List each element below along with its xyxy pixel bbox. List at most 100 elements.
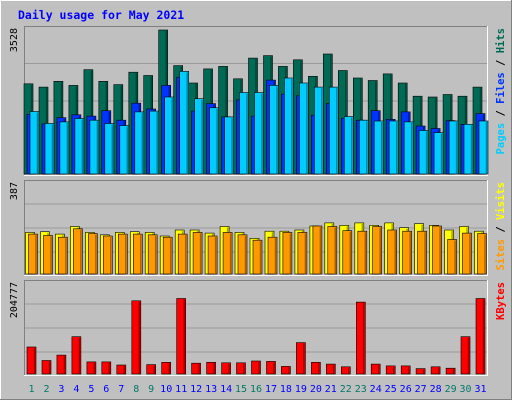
bar-kbytes-day-5 [86, 361, 97, 375]
bar-sites-day-31 [477, 233, 487, 275]
bar-pages-day-23 [358, 119, 369, 175]
bar-kbytes-day-7 [116, 364, 127, 375]
bar-kbytes-day-23 [355, 301, 366, 375]
legend-visits-sites: Sites / Visits [495, 182, 507, 271]
legend-hits-files-pages: Pages / Files / Hits [495, 28, 507, 154]
bar-pages-day-9 [149, 110, 159, 175]
bar-pages-day-20 [314, 86, 324, 175]
bar-pages-day-25 [388, 120, 399, 175]
bar-sites-day-26 [402, 230, 413, 275]
bar-kbytes-day-26 [400, 365, 411, 375]
bar-kbytes-day-14 [221, 362, 231, 375]
x-tick-label-day-29: 29 [445, 384, 457, 395]
bar-pages-day-8 [134, 111, 145, 175]
bar-sites-day-3 [58, 236, 68, 275]
bar-sites-day-2 [43, 235, 53, 275]
bar-sites-day-29 [447, 239, 457, 275]
bar-kbytes-day-1 [26, 346, 37, 375]
legend-part-kbytes: KBytes [495, 282, 507, 320]
bar-kbytes-day-11 [176, 298, 186, 375]
panel-visits-sites: 387 [9, 180, 488, 276]
bar-pages-day-10 [164, 96, 174, 175]
bar-sites-day-27 [417, 230, 427, 275]
legend-part-pages: Pages [495, 123, 507, 155]
bar-pages-day-13 [209, 107, 219, 175]
legend-part-sites: Sites [495, 239, 507, 271]
bar-kbytes-day-17 [266, 361, 276, 375]
bar-sites-day-16 [252, 239, 263, 275]
x-tick-label-day-24: 24 [370, 384, 382, 395]
x-tick-label-day-11: 11 [175, 384, 187, 395]
bar-sites-day-4 [73, 228, 83, 275]
x-tick-label-day-3: 3 [58, 384, 64, 395]
bar-pages-day-12 [194, 98, 204, 175]
legend-part-/: / [495, 53, 507, 72]
x-tick-label-day-19: 19 [295, 384, 307, 395]
x-tick-label-day-30: 30 [459, 384, 471, 395]
bar-sites-day-24 [372, 226, 383, 275]
bar-pages-day-28 [433, 132, 444, 175]
x-tick-label-day-15: 15 [235, 384, 247, 395]
series-kbytes [26, 298, 486, 375]
x-tick-label-day-9: 9 [148, 384, 154, 395]
bar-kbytes-day-25 [385, 365, 396, 375]
bar-pages-day-31 [478, 120, 489, 175]
chart-title: Daily usage for May 2021 [18, 8, 184, 22]
x-tick-label-day-21: 21 [325, 384, 337, 395]
bar-sites-day-1 [28, 233, 38, 275]
bar-pages-day-3 [59, 121, 70, 175]
bar-pages-day-16 [254, 92, 264, 175]
bar-sites-day-21 [327, 226, 338, 275]
bar-kbytes-day-28 [430, 366, 441, 375]
legend-part-files: Files [495, 72, 507, 104]
x-tick-label-day-6: 6 [103, 384, 109, 395]
bar-sites-day-11 [177, 233, 188, 275]
bar-pages-day-19 [299, 82, 309, 175]
x-tick-label-day-10: 10 [160, 384, 172, 395]
bar-kbytes-day-27 [415, 368, 426, 375]
bar-kbytes-day-19 [296, 342, 306, 375]
bar-pages-day-21 [328, 86, 339, 175]
bar-sites-day-15 [237, 234, 248, 275]
bar-pages-day-27 [418, 130, 429, 175]
bar-pages-day-15 [239, 92, 249, 175]
bar-pages-day-7 [119, 125, 130, 175]
bar-sites-day-9 [147, 234, 158, 275]
bar-kbytes-day-31 [475, 298, 486, 375]
bar-sites-day-20 [312, 225, 323, 275]
bar-pages-day-22 [343, 116, 354, 175]
bar-sites-day-25 [387, 229, 398, 275]
bar-sites-day-10 [162, 236, 173, 275]
legend-part-hits: Hits [495, 28, 507, 53]
bar-kbytes-day-3 [56, 354, 67, 375]
bar-sites-day-5 [88, 233, 98, 275]
x-tick-label-day-14: 14 [220, 384, 232, 395]
series-pages [29, 71, 489, 175]
bar-sites-day-22 [342, 230, 353, 275]
bar-pages-day-18 [284, 77, 294, 175]
bar-kbytes-day-8 [131, 300, 142, 375]
bar-pages-day-5 [89, 119, 100, 175]
bar-kbytes-day-2 [41, 360, 52, 375]
bar-sites-day-23 [357, 230, 368, 275]
y-max-label: 204777 [9, 282, 20, 318]
legend-part-/: / [495, 104, 507, 123]
x-tick-label-day-26: 26 [400, 384, 412, 395]
panel-hits-files-pages: 3528 [9, 26, 489, 176]
panel-kbytes: 204777 [9, 280, 488, 376]
x-tick-label-day-4: 4 [73, 384, 79, 395]
bar-pages-day-6 [104, 123, 115, 175]
bar-kbytes-day-24 [370, 363, 381, 375]
bar-pages-day-17 [269, 85, 279, 175]
y-max-label: 387 [9, 182, 20, 200]
bar-kbytes-day-29 [445, 367, 456, 375]
bar-pages-day-1 [29, 111, 40, 175]
bar-kbytes-day-30 [460, 336, 471, 375]
bar-sites-day-19 [297, 232, 308, 275]
bar-sites-day-12 [192, 232, 203, 275]
series-sites [28, 225, 487, 275]
x-tick-label-day-8: 8 [133, 384, 139, 395]
legend-part-/: / [495, 220, 507, 239]
